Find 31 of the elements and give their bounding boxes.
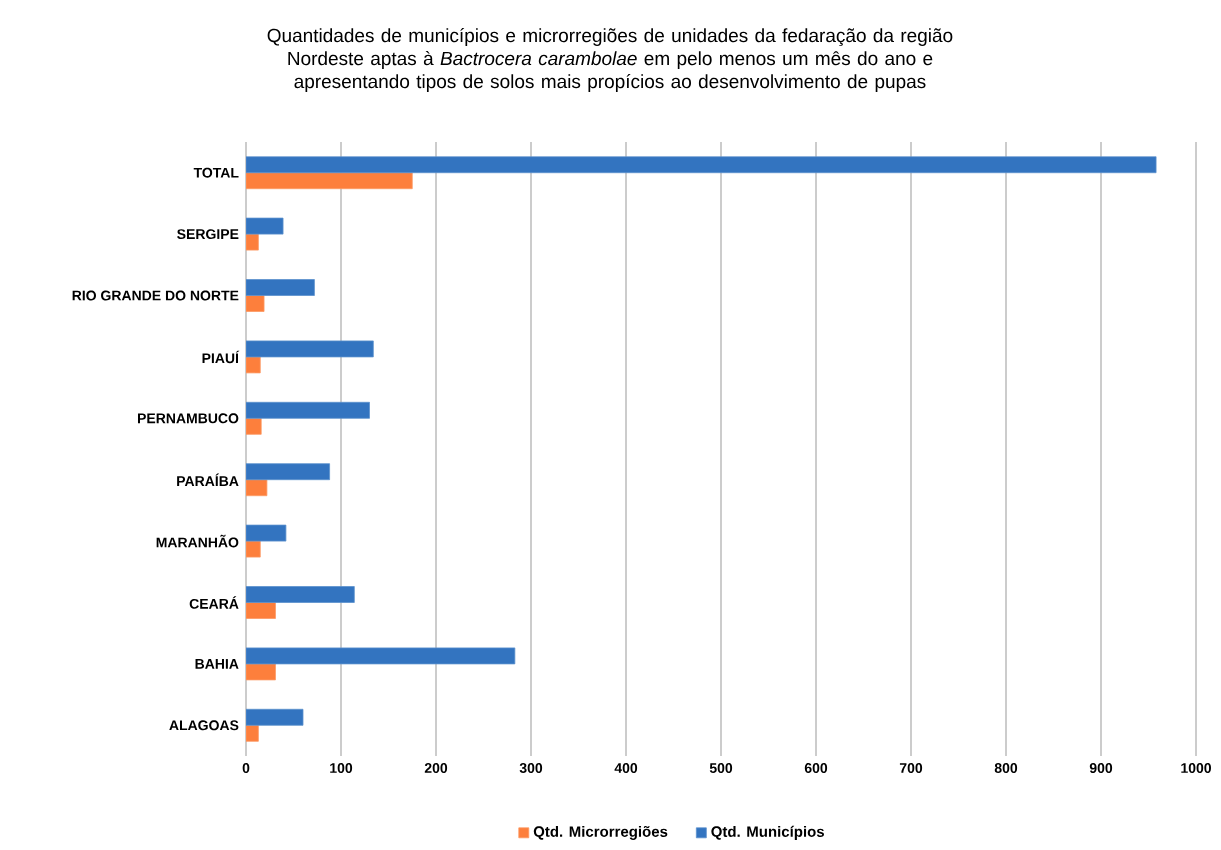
x-tick-label: 800 — [994, 763, 1018, 773]
chart-title: Quantidades de municípios e microrregiões de unidades da fedaração da região Nordeste aptas à Bactrocera carambolae em pelo menos um mês do ano e apresentando tipos de solos mais propícios ao desenvolvimento de pupas — [267, 28, 953, 92]
legend-label: Qtd. Municípios — [711, 825, 824, 840]
bar — [246, 586, 355, 603]
y-tick-label: RIO GRANDE DO NORTE — [72, 290, 239, 301]
x-tick-label: 600 — [804, 763, 828, 773]
x-tick-label: 700 — [899, 763, 923, 773]
y-tick-label: ALAGOAS — [169, 720, 239, 731]
x-tick-label: 500 — [709, 763, 733, 773]
y-tick-label: PARAÍBA — [177, 473, 239, 486]
y-tick-label: PIAUÍ — [202, 350, 240, 364]
x-tick-label: 0 — [242, 763, 250, 773]
x-tick-label: 300 — [519, 763, 543, 773]
bar — [246, 708, 304, 726]
bar — [246, 463, 330, 481]
y-tick-label: BAHIA — [195, 659, 239, 669]
y-tick-label: PERNAMBUCO — [137, 413, 239, 424]
x-tick-label: 400 — [614, 763, 638, 773]
bar — [246, 279, 315, 296]
x-tick-label: 900 — [1089, 763, 1113, 773]
legend-label: Qtd. Microrregiões — [533, 825, 668, 840]
bar — [246, 401, 370, 419]
x-tick-label: 200 — [424, 763, 448, 773]
bar — [246, 172, 413, 190]
x-tick-label: 1000 — [1181, 763, 1211, 773]
x-tick-label: 100 — [330, 763, 353, 773]
bar — [246, 156, 1157, 174]
y-tick-label: SERGIPE — [177, 229, 239, 240]
y-tick-label: TOTAL — [193, 167, 239, 178]
y-tick-label: MARANHÃO — [156, 534, 239, 548]
y-tick-label: CEARÁ — [189, 596, 239, 609]
